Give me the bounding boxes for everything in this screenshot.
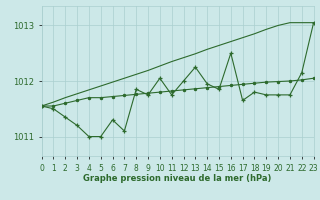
X-axis label: Graphe pression niveau de la mer (hPa): Graphe pression niveau de la mer (hPa)	[84, 174, 272, 183]
